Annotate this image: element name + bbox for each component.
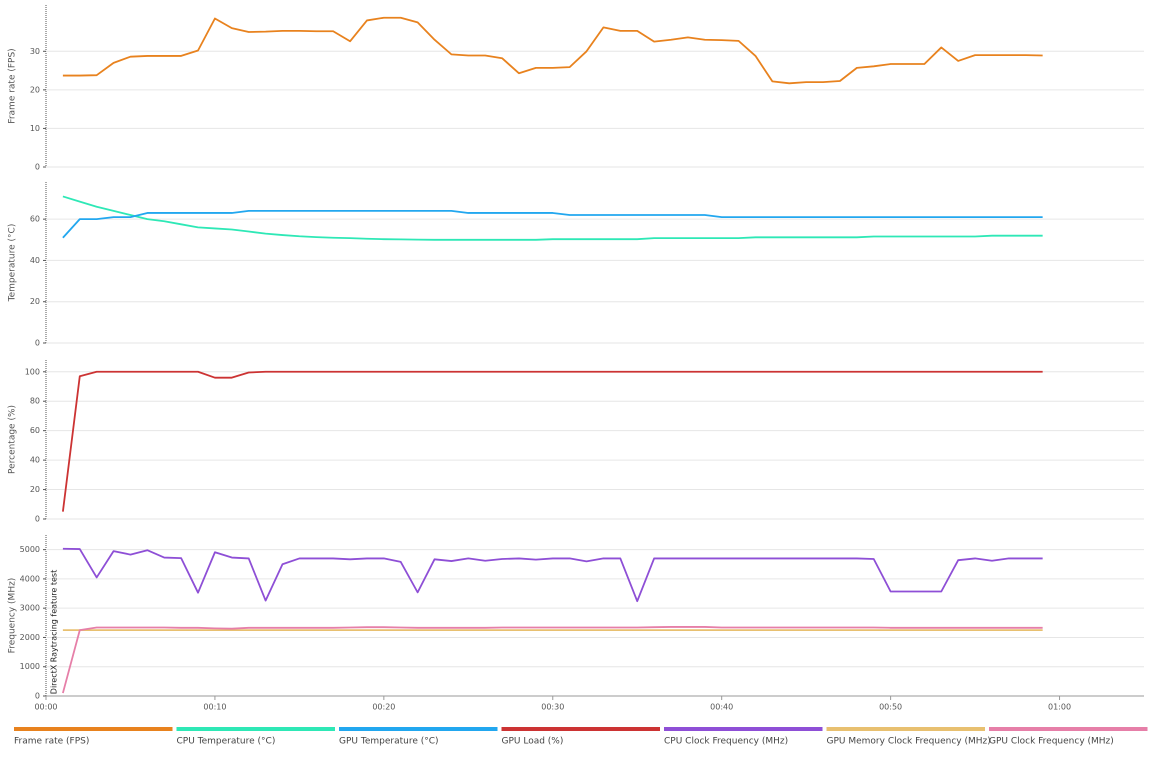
y-tick-label: 30: [30, 47, 40, 56]
y-tick-label: 60: [30, 426, 40, 435]
legend-label[interactable]: GPU Clock Frequency (MHz): [989, 737, 1114, 747]
y-tick-label: 20: [30, 297, 40, 306]
legend-label[interactable]: CPU Temperature (°C): [177, 737, 276, 747]
y-axis-label: Frequency (MHz): [8, 578, 18, 654]
legend-label[interactable]: GPU Memory Clock Frequency (MHz): [827, 737, 991, 747]
legend-swatch[interactable]: [339, 727, 498, 731]
y-tick-label: 3000: [20, 604, 40, 613]
x-tick-label: 00:40: [710, 703, 733, 712]
y-tick-label: 1000: [20, 662, 40, 671]
x-tick-label: 00:50: [879, 703, 902, 712]
legend-swatch[interactable]: [826, 727, 986, 731]
legend-swatch[interactable]: [14, 727, 173, 731]
y-tick-label: 60: [30, 215, 40, 224]
annotation: DirectX Raytracing feature test: [50, 570, 59, 694]
y-tick-label: 0: [35, 339, 40, 348]
series-line: [62, 626, 1043, 694]
y-tick-label: 20: [30, 485, 40, 494]
series-line: [62, 195, 1043, 241]
legend-label[interactable]: GPU Temperature (°C): [339, 737, 439, 747]
x-tick-label: 00:30: [541, 703, 564, 712]
legend-swatch[interactable]: [664, 727, 823, 731]
legend-swatch[interactable]: [989, 727, 1148, 731]
y-tick-label: 2000: [20, 633, 40, 642]
y-tick-label: 80: [30, 397, 40, 406]
legend-label[interactable]: Frame rate (FPS): [14, 737, 89, 747]
x-tick-label: 00:20: [372, 703, 395, 712]
legend-label[interactable]: CPU Clock Frequency (MHz): [664, 737, 788, 747]
series-line: [61, 370, 1043, 512]
series-line: [62, 209, 1043, 239]
x-tick-label: 01:00: [1048, 703, 1071, 712]
series-line: [62, 547, 1043, 603]
y-tick-label: 100: [25, 367, 40, 376]
y-axis-label: Percentage (%): [8, 405, 18, 474]
legend-swatch[interactable]: [176, 727, 336, 731]
y-axis-label: Frame rate (FPS): [8, 48, 18, 123]
y-tick-label: 0: [35, 692, 40, 701]
y-tick-label: 40: [30, 256, 40, 265]
series-line: [62, 16, 1043, 85]
y-tick-label: 40: [30, 456, 40, 465]
y-tick-label: 0: [35, 163, 40, 172]
y-axis-label: Temperature (°C): [8, 224, 18, 303]
y-tick-label: 0: [35, 515, 40, 524]
x-tick-label: 00:00: [34, 703, 57, 712]
legend-label[interactable]: GPU Load (%): [502, 737, 564, 747]
y-tick-label: 5000: [20, 545, 40, 554]
y-tick-label: 10: [30, 124, 40, 133]
y-tick-label: 20: [30, 85, 40, 94]
legend-swatch[interactable]: [501, 727, 661, 731]
x-tick-label: 00:10: [203, 703, 226, 712]
y-tick-label: 4000: [20, 574, 40, 583]
